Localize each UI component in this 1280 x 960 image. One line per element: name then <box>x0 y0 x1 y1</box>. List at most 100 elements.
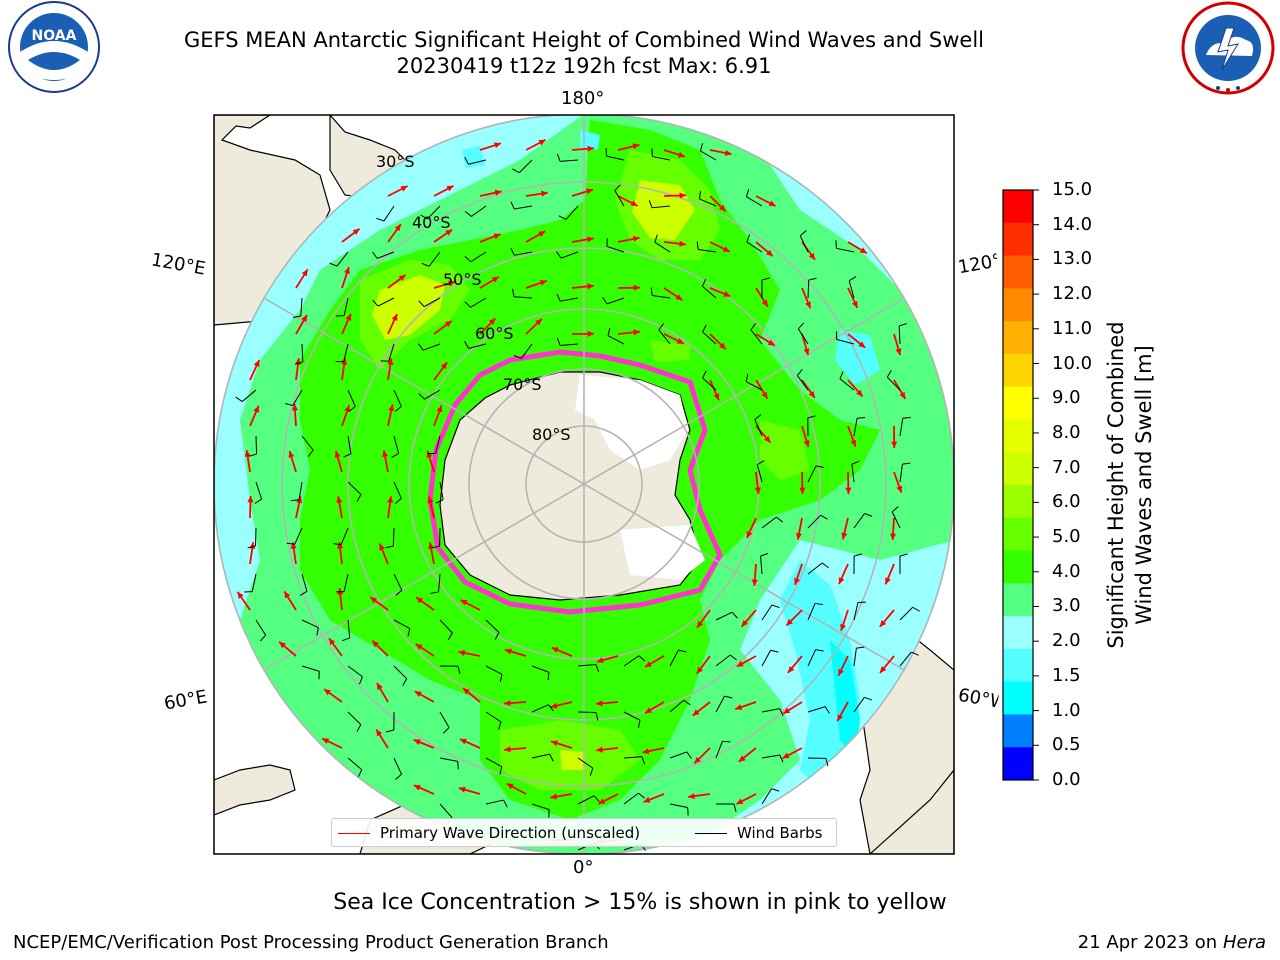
wave-arrow <box>382 450 389 473</box>
sea-ice-footnote: Sea Ice Concentration > 15% is shown in … <box>333 890 947 915</box>
wind-barb <box>899 606 920 621</box>
wind-barb <box>333 527 349 546</box>
wind-barb <box>248 435 258 457</box>
wave-arrow <box>688 793 711 800</box>
wind-barb <box>342 619 351 642</box>
wave-arrow <box>696 655 711 675</box>
colorbar-tick-label: 14.0 <box>1052 213 1093 235</box>
colorbar-tick-label: 1.5 <box>1052 664 1081 686</box>
wave-arrow <box>387 313 398 335</box>
wind-barb <box>623 655 646 667</box>
wind-barb <box>606 238 625 253</box>
lat-label-70s: 70°S <box>503 375 542 394</box>
wave-arrow <box>458 786 481 795</box>
wind-barb <box>623 792 645 805</box>
noaa-logo: NOAA <box>8 1 100 93</box>
wind-barb <box>485 799 508 808</box>
wind-barb <box>715 654 737 667</box>
wave-direction-arrows <box>236 139 907 845</box>
wave-arrow <box>460 599 481 611</box>
wind-barb <box>835 240 855 253</box>
wave-arrow <box>278 641 297 657</box>
wind-barb <box>761 788 780 805</box>
wind-barb <box>430 573 441 594</box>
credit-machine: Hera <box>1222 932 1266 953</box>
colorbar-tick-label: 0.0 <box>1052 769 1081 790</box>
wind-barb <box>556 337 579 346</box>
wave-arrow <box>663 192 687 199</box>
colorbar-tick-label: 9.0 <box>1052 387 1081 409</box>
wave-arrow <box>751 563 758 587</box>
wave-arrow <box>709 149 732 156</box>
wind-barb <box>899 553 908 575</box>
colorbar-tick-label: 8.0 <box>1052 421 1081 443</box>
wind-barb <box>510 201 533 210</box>
wind-barb <box>286 527 303 545</box>
wind-barb <box>295 343 304 365</box>
wave-arrow <box>801 333 810 356</box>
wind-barb <box>301 619 319 636</box>
wind-barb <box>292 297 303 319</box>
wind-barb <box>485 757 503 775</box>
wind-barb <box>702 370 717 391</box>
wind-barb <box>418 297 441 308</box>
wind-barb <box>761 649 779 667</box>
wind-barb <box>754 414 763 437</box>
legend-item-wind: Wind Barbs <box>695 824 822 842</box>
wave-arrow <box>709 379 720 401</box>
wind-barb <box>807 277 817 299</box>
legend-item-wave: Primary Wave Direction (unscaled) <box>338 824 640 842</box>
wave-arrow <box>334 450 343 473</box>
wave-arrow <box>459 738 481 749</box>
colorbar-tick-label: 10.0 <box>1052 352 1093 374</box>
wave-arrow <box>644 701 665 714</box>
wave-arrow <box>387 404 395 427</box>
colorbar-title: Significant Height of Combined Wind Wave… <box>1102 275 1158 695</box>
wind-barb <box>761 516 783 529</box>
wind-barb <box>485 711 502 730</box>
wind-barb <box>418 343 441 351</box>
wave-arrow <box>736 655 757 668</box>
wave-arrow <box>479 317 497 335</box>
wind-barb <box>756 460 765 483</box>
wave-arrow <box>321 737 343 749</box>
wind-barb <box>244 573 257 593</box>
wave-arrow <box>847 425 857 448</box>
lat-label-30s: 30°S <box>376 152 415 171</box>
wind-barb <box>385 527 395 549</box>
colorbar-tick-label: 13.0 <box>1052 248 1093 270</box>
wind-barb <box>853 513 873 529</box>
wave-arrow <box>801 379 816 399</box>
wind-barb <box>380 343 395 362</box>
wave-arrow <box>550 740 573 749</box>
wave-arrow <box>426 450 435 473</box>
wave-arrow <box>290 542 297 565</box>
wave-arrow <box>328 637 343 657</box>
wave-arrow <box>663 240 686 247</box>
wave-arrow <box>341 228 361 243</box>
wave-arrow <box>597 793 619 805</box>
wind-barb <box>715 740 731 759</box>
wave-arrow <box>249 359 260 381</box>
wave-arrow <box>387 274 407 289</box>
wind-barb <box>848 276 857 299</box>
wind-barb <box>556 153 579 162</box>
wave-arrow <box>295 496 303 519</box>
wave-arrow <box>596 746 619 753</box>
wind-barb <box>761 277 770 299</box>
wind-barb <box>746 234 763 253</box>
wind-barb <box>669 649 687 667</box>
colorbar-band <box>1003 583 1033 617</box>
colorbar-band <box>1003 419 1033 453</box>
wave-arrow <box>341 404 351 427</box>
colorbar-band <box>1003 616 1033 650</box>
wave-arrow <box>415 596 435 611</box>
wind-barb <box>669 751 692 759</box>
wind-barb <box>807 757 829 767</box>
wind-barb <box>343 435 352 458</box>
wind-barb <box>623 711 641 729</box>
wave-arrow <box>801 425 810 448</box>
wind-barb <box>614 184 625 207</box>
colorbar-band <box>1003 353 1033 388</box>
